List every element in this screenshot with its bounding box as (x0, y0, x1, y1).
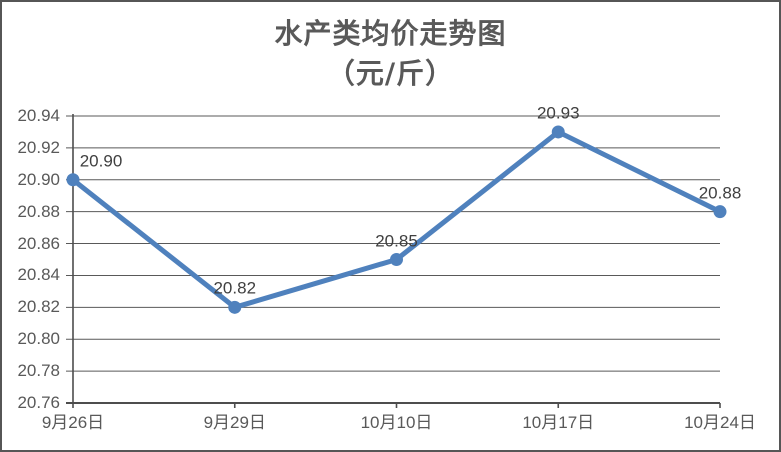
x-axis-category-label: 10月10日 (360, 413, 433, 432)
x-axis-category-label: 9月26日 (41, 413, 105, 432)
data-point-label: 20.82 (213, 278, 257, 298)
y-axis-tick-label: 20.94 (17, 106, 60, 125)
data-point-label: 20.88 (698, 183, 742, 203)
y-axis-tick-label: 20.78 (17, 361, 60, 381)
x-axis-category-label: 10月24日 (684, 413, 756, 432)
data-point-marker (66, 173, 80, 187)
y-axis-tick-label: 20.90 (17, 169, 60, 189)
x-axis-category-label: 9月29日 (203, 413, 266, 432)
data-point-label: 20.93 (536, 103, 580, 123)
y-axis-tick-label: 20.92 (17, 137, 60, 157)
y-axis-tick-label: 20.76 (17, 393, 60, 412)
data-point-marker (228, 300, 242, 314)
data-point-label: 20.90 (79, 151, 123, 171)
chart-title: 水产类均价走势图 （元/斤） (2, 14, 779, 94)
data-point-marker (713, 205, 727, 219)
y-axis-tick-label: 20.88 (17, 201, 60, 221)
data-point-marker (390, 253, 403, 266)
y-axis-tick-label: 20.86 (17, 233, 60, 253)
y-axis-tick-label: 20.84 (17, 265, 60, 285)
y-axis-tick-label: 20.82 (17, 297, 60, 317)
series-line (70, 129, 723, 310)
chart-title-text: 水产类均价走势图 (274, 17, 507, 50)
data-point-label: 20.85 (375, 231, 418, 250)
chart-subtitle-text: （元/斤） (326, 57, 455, 90)
x-axis-category-label: 10月17日 (522, 413, 595, 432)
data-point-marker (551, 125, 565, 139)
y-axis-tick-label: 20.80 (17, 329, 60, 349)
